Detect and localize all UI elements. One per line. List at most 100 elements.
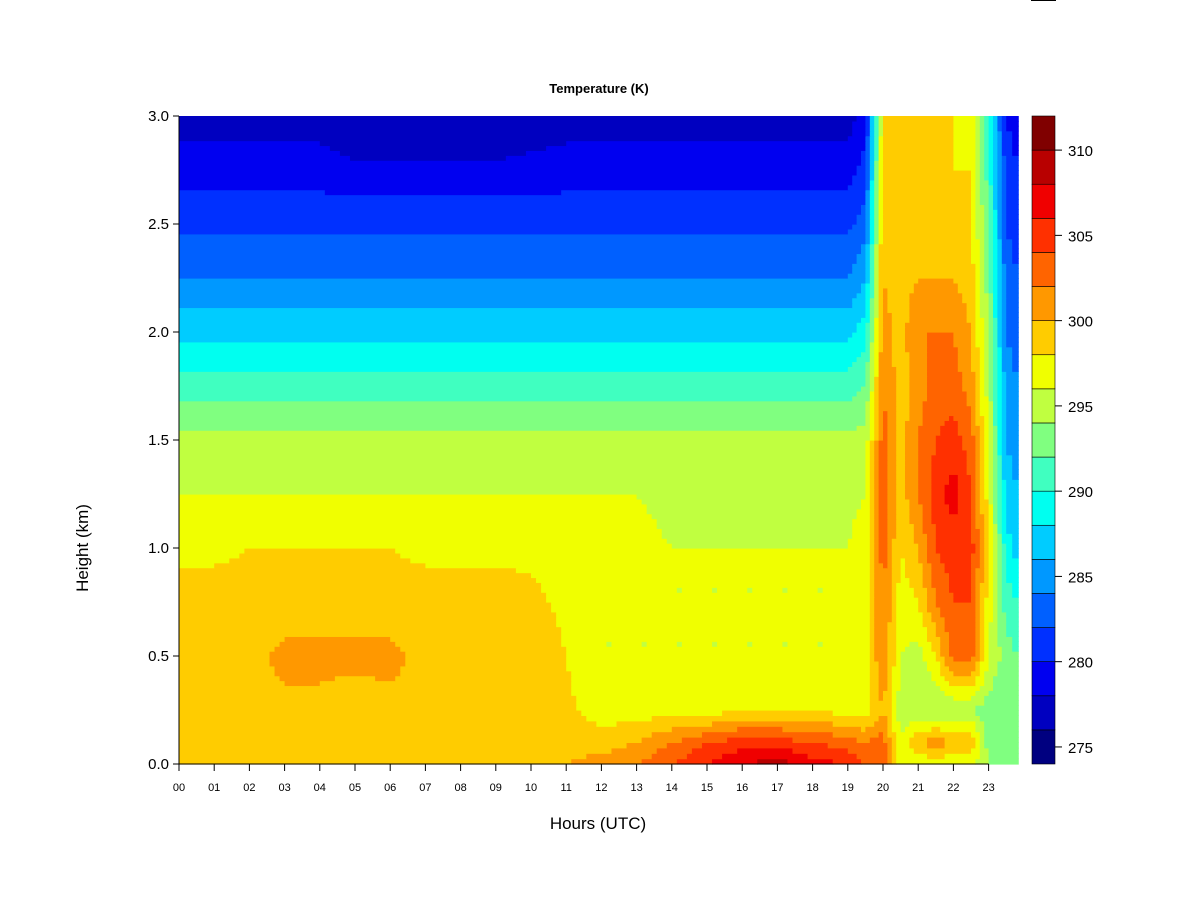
heatmap-cell	[869, 351, 875, 358]
heatmap-cell	[878, 503, 888, 510]
heatmap-cell	[874, 233, 880, 240]
heatmap-cell	[874, 135, 880, 142]
heatmap-cell	[953, 341, 972, 348]
heatmap-cell	[975, 184, 981, 191]
heatmap-cell	[896, 587, 915, 593]
heatmap-cell	[940, 641, 950, 647]
heatmap-cell	[1006, 415, 1019, 421]
colorbar-bin	[1031, 729, 1056, 765]
heatmap-cell	[179, 263, 853, 269]
heatmap-cell	[869, 214, 875, 220]
heatmap-cell	[832, 720, 875, 727]
heatmap-cell	[900, 577, 910, 583]
heatmap-cell	[505, 155, 862, 161]
heatmap-cell	[979, 753, 990, 760]
heatmap-cell	[887, 621, 897, 628]
heatmap-cell	[869, 312, 875, 318]
colorbar-bin	[1031, 559, 1056, 594]
heatmap-cell	[984, 322, 990, 328]
heatmap-cell	[896, 602, 919, 608]
heatmap-cell	[975, 484, 981, 490]
heatmap-cell	[993, 552, 998, 559]
heatmap-cell	[979, 160, 985, 166]
heatmap-cell	[887, 656, 897, 662]
heatmap-cell	[949, 577, 972, 583]
heatmap-cell	[984, 548, 990, 554]
heatmap-cell	[787, 587, 819, 593]
heatmap-cell	[993, 572, 998, 579]
heatmap-cell	[891, 720, 902, 727]
heatmap-cell	[1001, 420, 1007, 426]
heatmap-cell	[179, 479, 866, 485]
heatmap-cell	[944, 675, 976, 682]
heatmap-cell	[896, 646, 906, 652]
heatmap-cell	[979, 646, 985, 652]
heatmap-cell	[1006, 371, 1019, 377]
heatmap-cell	[975, 489, 981, 495]
x-tick-label: 17	[771, 782, 783, 794]
heatmap-cell	[874, 219, 880, 225]
heatmap-cell	[878, 346, 884, 353]
x-tick-label: 22	[947, 782, 959, 794]
heatmap-cell	[997, 233, 1003, 240]
heatmap-cell	[1006, 297, 1019, 304]
heatmap-cell	[984, 656, 990, 662]
heatmap-cell	[1006, 125, 1019, 132]
heatmap-cell	[905, 336, 928, 343]
heatmap-cell	[975, 444, 981, 451]
heatmap-cell	[869, 258, 875, 264]
heatmap-cell	[179, 508, 648, 515]
heatmap-cell	[179, 548, 245, 554]
heatmap-cell	[997, 444, 1003, 451]
heatmap-cell	[891, 332, 906, 338]
heatmap-cell	[869, 552, 875, 559]
heatmap-cell	[993, 533, 998, 539]
heatmap-cell	[561, 189, 866, 196]
heatmap-cell	[922, 503, 932, 510]
heatmap-cell	[931, 498, 946, 505]
heatmap-cell	[993, 528, 998, 534]
heatmap-cell	[874, 140, 880, 147]
heatmap-cell	[792, 737, 858, 743]
heatmap-cell	[993, 346, 998, 353]
heatmap-cell	[887, 518, 897, 525]
heatmap-cell	[997, 405, 1003, 412]
heatmap-cell	[993, 214, 998, 220]
heatmap-cell	[887, 297, 910, 304]
heatmap-cell	[953, 125, 976, 132]
heatmap-cell	[979, 268, 985, 274]
heatmap-cell	[975, 410, 981, 417]
colorbar-bin	[1031, 149, 1056, 185]
heatmap-cell	[975, 287, 981, 294]
heatmap-cell	[984, 737, 1019, 743]
heatmap-cell	[887, 631, 897, 637]
heatmap-cell	[878, 430, 884, 436]
heatmap-cell	[979, 459, 985, 466]
heatmap-cell	[865, 199, 871, 205]
heatmap-cell	[979, 150, 985, 156]
heatmap-cell	[1001, 145, 1013, 151]
heatmap-cell	[979, 381, 985, 387]
heatmap-cell	[997, 523, 1003, 529]
heatmap-cell	[179, 179, 853, 186]
heatmap-cell	[997, 150, 1003, 156]
heatmap-cell	[1001, 224, 1007, 230]
heatmap-cell	[988, 150, 994, 156]
heatmap-cell	[975, 435, 981, 441]
heatmap-cell	[400, 670, 572, 677]
heatmap-cell	[988, 233, 994, 240]
heatmap-cell	[957, 494, 972, 500]
heatmap-cell	[975, 626, 981, 633]
heatmap-cell	[997, 513, 1003, 520]
heatmap-cell	[971, 405, 976, 412]
heatmap-cell	[1001, 577, 1007, 583]
heatmap-cell	[1012, 248, 1019, 255]
y-tick-label: 1.5	[148, 432, 169, 449]
heatmap-cell	[847, 184, 866, 191]
heatmap-cell	[905, 484, 919, 490]
heatmap-cell	[927, 737, 946, 743]
heatmap-cell	[918, 602, 928, 608]
heatmap-cell	[874, 611, 893, 618]
heatmap-cell	[896, 705, 976, 711]
heatmap-cell	[1012, 641, 1019, 647]
